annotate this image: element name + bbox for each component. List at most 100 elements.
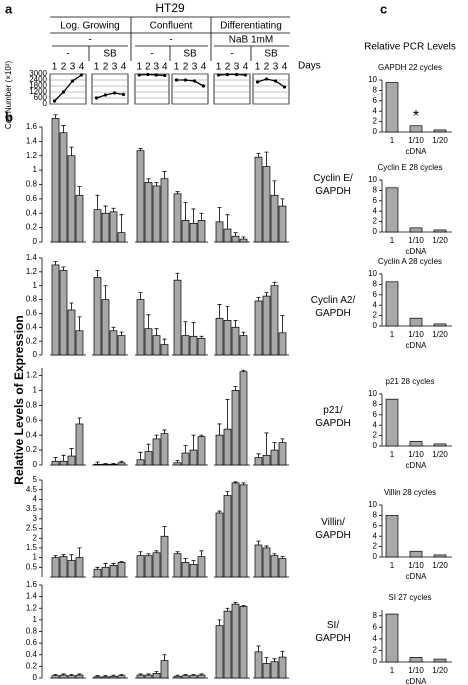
y-tick-label: 0.4 [26,208,38,217]
y-tick-label: 0 [373,321,378,330]
bar [160,433,169,466]
error-bar [53,674,58,676]
error-bar [241,482,246,485]
error-bar [191,208,196,224]
bar [270,194,279,243]
y-tick-label: 1.4 [26,136,38,145]
y-tick-label: 1 [33,165,38,174]
error-bar [61,673,66,676]
condition: Log. Growing [60,21,119,32]
y-tick-label: 6 [373,196,378,205]
bar [75,423,84,466]
error-bar [111,463,116,465]
bar [109,565,118,578]
bar [278,656,287,679]
error-bar [272,553,277,556]
bar [239,371,248,466]
growth-point [163,73,167,78]
y-tick-label: 4 [373,206,378,215]
plot-frame [252,73,290,105]
error-bar [256,153,261,158]
y-tick-label: 2400 [29,75,47,84]
y-tick-label: 4 [373,634,378,643]
y-tick-label: 10 [368,389,377,398]
x-tick-label: 3 [112,62,118,73]
bar [278,332,287,356]
bar [59,270,68,356]
y-tick-label: 4.5 [26,485,38,494]
row-label: p21/ [323,405,343,416]
bar [239,484,248,578]
bar [181,335,190,356]
y-tick-label: 1800 [29,81,47,90]
x-tick-label: 1/20 [432,561,448,570]
bar [67,155,76,243]
error-bar [162,526,167,537]
bar [385,613,399,663]
bar [117,335,126,356]
error-bar [256,540,261,545]
bar [189,222,198,243]
y-tick-label: 8 [373,611,378,620]
treatment: - [169,35,172,46]
x-tick-label: 1/20 [432,330,448,339]
error-bar [272,180,277,196]
error-bar [241,369,246,372]
error-bar [162,171,167,179]
bar [223,610,232,679]
bar [160,535,169,578]
bar [75,674,84,679]
growth-point [70,79,75,83]
error-bar [256,297,261,301]
y-tick-label: 1 [33,385,38,394]
error-bar [183,202,188,221]
x-axis-title: cDNA [406,147,428,156]
bar [136,555,145,578]
error-bar [264,657,269,664]
y-tick-label: 4 [33,495,38,504]
bar [173,553,182,578]
y-tick-label: 1200 [29,87,47,96]
plot-frame [91,73,129,105]
bar [215,317,224,356]
error-bar [175,551,180,554]
bar [101,299,110,356]
error-bar [217,423,222,436]
error-bar [183,674,188,676]
growth-point [216,73,221,77]
error-bar [233,602,238,605]
error-bar [217,304,222,319]
error-bar [146,553,151,556]
x-tick-label: 3 [153,62,159,73]
x-tick-label: 1 [390,330,395,339]
error-bar [217,510,222,513]
bar [409,227,423,233]
bar [136,674,145,679]
bar [101,566,110,578]
y-tick-label: 2 [373,217,378,226]
row-label: GAPDH [315,186,351,197]
bar [59,556,68,578]
error-bar [103,675,108,677]
bar [197,338,206,356]
bar [385,82,399,133]
y-tick-label: 3.5 [26,504,38,513]
bar [189,449,198,466]
growth-line [54,74,82,102]
bar [152,552,161,578]
y-tick-label: 0.4 [26,430,38,439]
bar [173,462,182,466]
y-tick-label: 2 [373,542,378,551]
error-bar [53,457,58,462]
error-bar [256,645,261,652]
growth-point [234,72,239,77]
x-tick-label: 1 [52,62,58,73]
error-bar [175,191,180,194]
error-bar [77,186,82,196]
x-tick-label: 1 [390,450,395,459]
x-tick-label: 2 [225,62,231,73]
error-bar [280,315,285,333]
bar [51,460,60,466]
bar [109,330,118,356]
x-tick-label: 1 [390,136,395,145]
